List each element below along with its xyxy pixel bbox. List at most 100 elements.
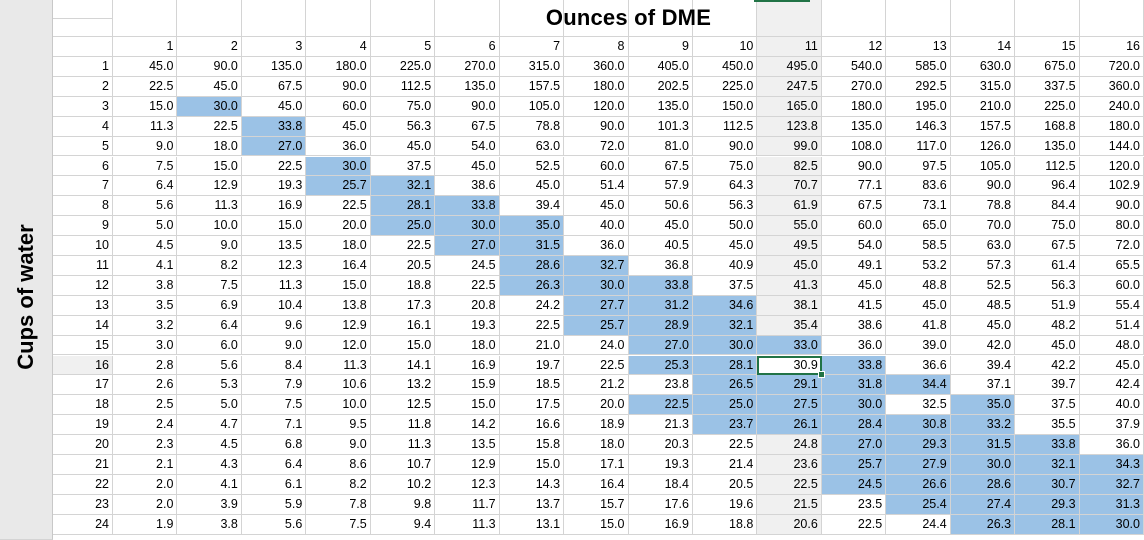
data-cell[interactable]: 12.0 [306, 335, 371, 356]
data-cell[interactable]: 31.5 [950, 435, 1016, 455]
data-cell[interactable]: 12.9 [435, 455, 500, 475]
data-cell[interactable]: 19.7 [499, 355, 565, 376]
data-cell[interactable]: 585.0 [886, 57, 951, 77]
data-cell[interactable]: 19.3 [628, 455, 693, 475]
data-cell[interactable]: 720.0 [1079, 57, 1144, 77]
row-label-cell[interactable]: 9 [53, 216, 113, 237]
data-cell[interactable]: 2.0 [113, 474, 178, 495]
data-cell[interactable]: 15.8 [499, 435, 565, 455]
data-cell[interactable]: 90.0 [435, 96, 500, 117]
data-cell[interactable]: 90.0 [564, 116, 629, 137]
data-cell[interactable]: 37.5 [1015, 395, 1080, 416]
data-cell[interactable]: 20.5 [692, 474, 758, 495]
data-cell[interactable]: 10.0 [306, 395, 371, 416]
data-cell[interactable]: 12.3 [435, 474, 500, 495]
column-header-cell[interactable]: 5 [370, 37, 436, 57]
data-cell[interactable]: 23.6 [757, 455, 822, 475]
data-cell[interactable]: 22.5 [499, 315, 565, 336]
data-cell[interactable]: 39.0 [886, 335, 951, 356]
data-cell[interactable]: 11.8 [370, 415, 436, 436]
data-cell[interactable]: 360.0 [1079, 76, 1144, 97]
data-cell[interactable]: 20.5 [370, 256, 436, 276]
row-label-cell[interactable]: 13 [53, 295, 113, 316]
data-cell[interactable]: 126.0 [950, 136, 1016, 157]
data-cell[interactable]: 32.5 [886, 395, 951, 416]
data-cell[interactable]: 210.0 [950, 96, 1016, 117]
row-label-cell[interactable]: 11 [53, 256, 113, 276]
data-cell[interactable]: 38.6 [821, 315, 887, 336]
data-cell[interactable]: 157.5 [499, 76, 565, 97]
data-cell[interactable]: 450.0 [692, 57, 758, 77]
column-header-cell[interactable]: 10 [692, 37, 758, 57]
data-cell[interactable]: 21.3 [628, 415, 693, 436]
row-label-cell[interactable]: 23 [53, 494, 113, 515]
column-header-cell[interactable]: 14 [950, 37, 1016, 57]
data-cell[interactable]: 75.0 [370, 96, 436, 117]
cell[interactable] [692, 0, 758, 37]
data-cell[interactable]: 29.3 [1015, 494, 1080, 515]
data-cell[interactable]: 52.5 [950, 275, 1016, 296]
row-label-cell[interactable]: 10 [53, 236, 113, 256]
data-cell[interactable]: 5.6 [113, 196, 178, 217]
data-cell[interactable]: 12.9 [177, 176, 242, 197]
data-cell[interactable]: 30.0 [435, 216, 500, 237]
data-cell[interactable]: 135.0 [241, 57, 307, 77]
data-cell[interactable]: 20.0 [306, 216, 371, 237]
data-cell[interactable]: 270.0 [821, 76, 887, 97]
data-cell[interactable]: 45.0 [821, 275, 887, 296]
data-cell[interactable]: 72.0 [564, 136, 629, 157]
data-cell[interactable]: 90.0 [306, 76, 371, 97]
cell[interactable] [53, 0, 113, 19]
data-cell[interactable]: 15.0 [177, 156, 242, 177]
data-cell[interactable]: 90.0 [692, 136, 758, 157]
cell[interactable] [177, 0, 242, 37]
cell[interactable] [306, 0, 371, 37]
data-cell[interactable]: 45.0 [886, 295, 951, 316]
data-cell[interactable]: 45.0 [177, 76, 242, 97]
data-cell[interactable]: 65.0 [886, 216, 951, 237]
data-cell[interactable]: 135.0 [435, 76, 500, 97]
data-cell[interactable]: 33.8 [241, 116, 307, 137]
data-cell[interactable]: 17.1 [564, 455, 629, 475]
data-cell[interactable]: 27.7 [564, 295, 629, 316]
data-cell[interactable]: 30.0 [821, 395, 887, 416]
data-cell[interactable]: 51.4 [1079, 315, 1144, 336]
data-cell[interactable]: 63.0 [499, 136, 565, 157]
data-cell[interactable]: 292.5 [886, 76, 951, 97]
data-cell[interactable]: 56.3 [692, 196, 758, 217]
data-cell[interactable]: 31.3 [1079, 494, 1144, 515]
data-cell[interactable]: 26.5 [692, 375, 758, 396]
data-cell[interactable]: 16.1 [370, 315, 436, 336]
data-cell[interactable]: 22.5 [692, 435, 758, 455]
data-cell[interactable]: 27.9 [886, 455, 951, 475]
data-cell[interactable]: 26.3 [499, 275, 565, 296]
data-cell[interactable]: 22.5 [370, 236, 436, 256]
data-cell[interactable]: 72.0 [1079, 236, 1144, 256]
data-cell[interactable]: 32.1 [1015, 455, 1080, 475]
data-cell[interactable]: 28.1 [370, 196, 436, 217]
data-cell[interactable]: 28.4 [821, 415, 887, 436]
data-cell[interactable]: 22.5 [177, 116, 242, 137]
data-cell[interactable]: 67.5 [628, 156, 693, 177]
data-cell[interactable]: 337.5 [1015, 76, 1080, 97]
data-cell[interactable]: 34.6 [692, 295, 758, 316]
data-cell[interactable]: 2.5 [113, 395, 178, 416]
data-cell[interactable]: 21.5 [757, 494, 822, 515]
data-cell[interactable]: 2.4 [113, 415, 178, 436]
data-cell[interactable]: 12.3 [241, 256, 307, 276]
data-cell[interactable]: 32.1 [370, 176, 436, 197]
data-cell[interactable]: 9.5 [306, 415, 371, 436]
data-cell[interactable]: 157.5 [950, 116, 1016, 137]
data-cell[interactable]: 78.8 [950, 196, 1016, 217]
data-cell[interactable]: 9.6 [241, 315, 307, 336]
data-cell[interactable]: 15.7 [564, 494, 629, 515]
data-cell[interactable]: 225.0 [692, 76, 758, 97]
data-cell[interactable]: 50.6 [628, 196, 693, 217]
data-cell[interactable]: 7.5 [306, 514, 371, 535]
data-cell[interactable]: 45.0 [564, 196, 629, 217]
data-cell[interactable]: 7.1 [241, 415, 307, 436]
cell[interactable] [821, 0, 887, 37]
row-label-cell[interactable]: 4 [53, 116, 113, 137]
data-cell[interactable]: 77.1 [821, 176, 887, 197]
column-header-cell[interactable]: 1 [113, 37, 178, 57]
